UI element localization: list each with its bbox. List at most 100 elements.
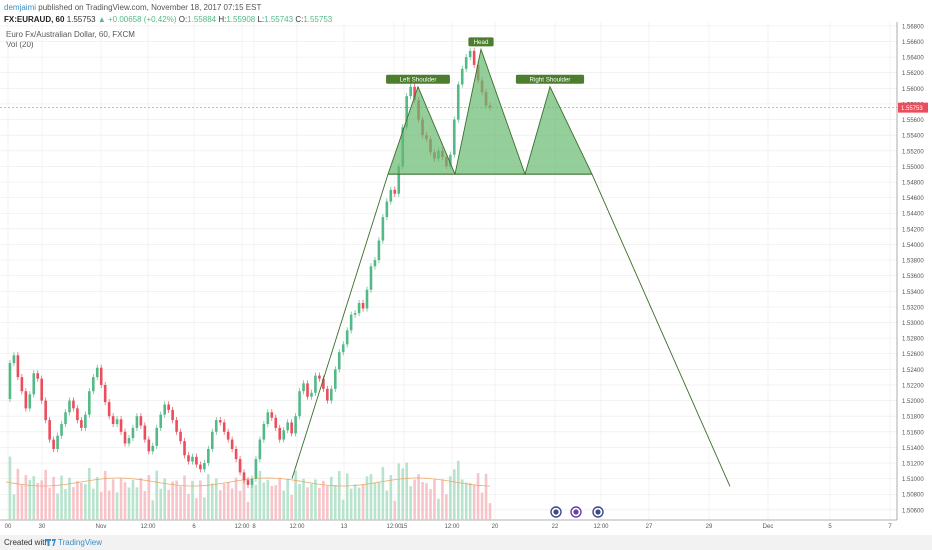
candle-body xyxy=(24,391,28,409)
volume-bar xyxy=(425,483,428,520)
price-chart[interactable]: 1.56800 1.56600 1.56400 1.56200 1.56000 1.558… xyxy=(0,0,932,535)
event-marker-dot xyxy=(573,509,579,515)
volume-bar xyxy=(20,484,24,520)
x-tick-label: 12:00 xyxy=(140,524,156,530)
candle-body xyxy=(44,400,47,421)
volume-bar xyxy=(84,484,87,520)
volume-bar xyxy=(460,479,464,520)
volume-bar xyxy=(294,470,297,520)
candle-body xyxy=(314,375,317,393)
y-tick-label: 1.56800 xyxy=(902,24,924,30)
volume-bar xyxy=(238,490,242,520)
candle-body xyxy=(131,427,135,439)
candle-body xyxy=(385,201,389,218)
candle-body xyxy=(214,420,218,432)
candle-body xyxy=(464,57,468,69)
volume-bar xyxy=(369,474,373,520)
volume-bar xyxy=(298,483,301,520)
candle-body xyxy=(107,402,111,417)
candle-body xyxy=(203,463,206,470)
volume-bar xyxy=(429,489,432,520)
close-label: C: xyxy=(295,15,304,24)
volume-bar xyxy=(56,493,59,520)
volume-bar xyxy=(99,491,103,520)
symbol-title: Euro Fx/Australian Dollar, 60, FXCM xyxy=(6,30,135,39)
volume-bar xyxy=(464,482,468,520)
publish-header: demjaimi published on TradingView.com, N… xyxy=(4,2,261,14)
volume-bar xyxy=(421,482,424,520)
tradingview-link[interactable]: TradingView xyxy=(58,538,103,547)
candle-body xyxy=(369,266,373,290)
pattern-label-bg xyxy=(386,74,450,84)
volume-bar xyxy=(167,489,170,520)
volume-bar xyxy=(159,488,163,520)
volume-bar xyxy=(385,490,389,520)
candle-body xyxy=(361,303,365,309)
candle-body xyxy=(298,391,301,417)
candle-body xyxy=(330,388,333,401)
author-link[interactable]: demjaimi xyxy=(4,3,37,12)
volume-bar xyxy=(16,468,20,520)
y-tick-label: 1.52000 xyxy=(902,399,924,405)
volume-bar xyxy=(40,480,44,520)
volume-bar xyxy=(171,481,174,520)
candle-body xyxy=(326,388,329,401)
x-tick-label: Nov xyxy=(96,524,107,530)
candle-body xyxy=(302,383,305,392)
volume-bar xyxy=(282,490,286,520)
y-tick-label: 1.51600 xyxy=(902,430,924,436)
candle-body xyxy=(449,154,452,167)
y-tick-label: 1.53200 xyxy=(902,305,924,311)
volume-bar xyxy=(413,479,416,520)
volume-bar xyxy=(345,473,349,520)
ohlc-bar: FX:EURAUD, 60 1.55753 ▲ +0.00658 (+0.42%… xyxy=(4,14,332,26)
candle-body xyxy=(207,448,210,464)
y-tick-label: 1.51200 xyxy=(902,462,924,468)
pattern-label-bg xyxy=(515,74,585,84)
volume-bar xyxy=(131,479,135,520)
volume-bar xyxy=(437,498,440,520)
y-tick-label: 1.52400 xyxy=(902,368,924,374)
candle-body xyxy=(191,456,194,462)
candle-body xyxy=(413,86,416,101)
volume-bar xyxy=(123,482,127,520)
y-tick-label: 1.51400 xyxy=(902,446,924,452)
close-value: 1.55753 xyxy=(303,15,333,24)
x-tick-label: 6 xyxy=(192,524,196,530)
volume-bar xyxy=(290,494,293,520)
x-tick-label: 00 xyxy=(5,524,12,530)
volume-bar xyxy=(341,499,345,520)
candle-body xyxy=(389,189,393,202)
candle-body xyxy=(306,383,309,397)
volume-bar xyxy=(286,478,289,520)
candle-body xyxy=(28,394,32,409)
volume-bar xyxy=(139,477,143,520)
candle-body xyxy=(16,355,20,378)
candle-body xyxy=(468,50,472,58)
volume-bar xyxy=(322,480,325,520)
x-tick-label: 27 xyxy=(646,524,653,530)
volume-bar xyxy=(88,467,91,520)
candle-body xyxy=(262,423,266,440)
candle-body xyxy=(48,420,51,440)
x-tick-label: 5 xyxy=(828,524,832,530)
candle-body xyxy=(8,363,12,400)
candle-body xyxy=(139,416,143,426)
high-label: H: xyxy=(218,15,227,24)
volume-bar xyxy=(302,478,305,520)
volume-bar xyxy=(60,475,63,520)
candle-body xyxy=(91,377,95,392)
y-tick-label: 1.50800 xyxy=(902,493,924,499)
volume-bar xyxy=(107,490,111,520)
candle-body xyxy=(147,439,151,452)
volume-bar xyxy=(393,500,397,520)
x-tick-label: 12:00 xyxy=(289,524,305,530)
volume-bar xyxy=(143,491,147,520)
volume-bar xyxy=(314,479,317,520)
y-tick-label: 1.54600 xyxy=(902,196,924,202)
volume-bar xyxy=(472,485,476,520)
volume-bar xyxy=(306,487,309,520)
volume-bar xyxy=(226,482,230,520)
candle-body xyxy=(266,412,270,424)
y-tick-label: 1.51800 xyxy=(902,415,924,421)
